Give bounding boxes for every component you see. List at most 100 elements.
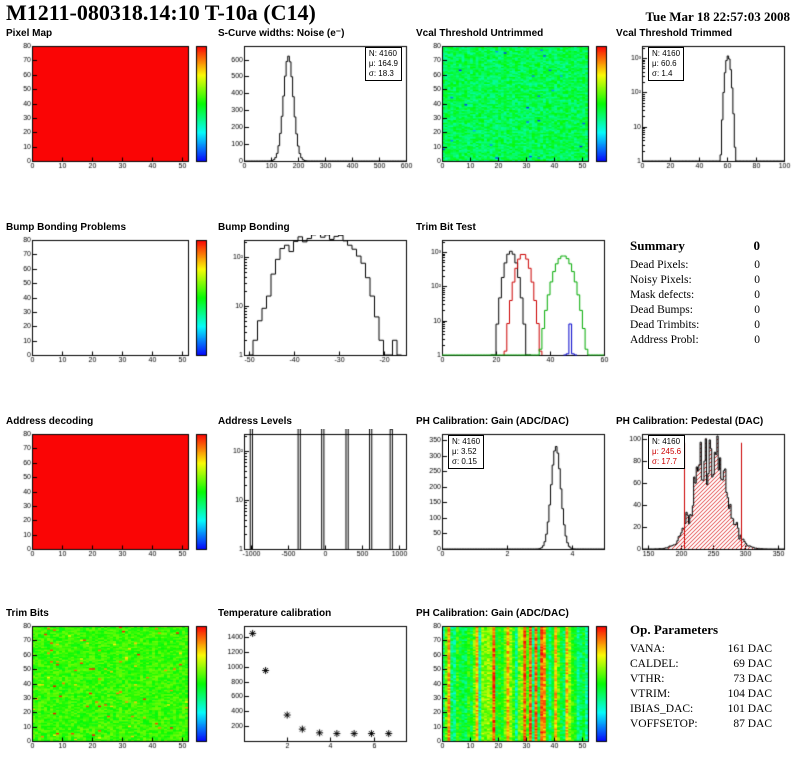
op-parameter-value: 69 DAC — [733, 658, 772, 670]
chart-title: Address Levels — [218, 416, 292, 427]
op-parameter-item: VTRIM: 104 DAC — [630, 687, 772, 702]
stat-line: σ: 18.3 — [368, 69, 394, 78]
summary-item-value: 0 — [754, 274, 760, 286]
summary-header: Summary 0 — [630, 238, 760, 254]
trim-bit-test-panel: Trim Bit Test — [416, 222, 612, 369]
op-parameter-item: CALDEL: 69 DAC — [630, 657, 772, 672]
trim-bits-canvas — [6, 621, 212, 755]
stat-line: N: 4160 — [368, 49, 397, 58]
summary-item: Dead Trimbits: 0 — [630, 318, 760, 333]
summary-item-value: 0 — [754, 304, 760, 316]
stat-line: σ: 1.4 — [652, 69, 673, 78]
chart-title: Trim Bits — [6, 608, 49, 619]
chart-title: Pixel Map — [6, 28, 53, 39]
vcal-untrimmed-canvas — [416, 41, 612, 175]
trim-bit-test-canvas — [416, 235, 612, 369]
summary-item: Noisy Pixels: 0 — [630, 273, 760, 288]
bump-bonding-canvas — [218, 235, 414, 369]
op-parameter-label: VTRIM: — [630, 688, 671, 700]
chart-title: Address decoding — [6, 416, 94, 427]
temperature-calibration-panel: Temperature calibration — [218, 608, 414, 755]
stat-line: N: 4160 — [452, 437, 481, 446]
chart-title: S-Curve widths: Noise (e⁻) — [218, 28, 345, 39]
stat-line: μ: 164.9 — [368, 59, 398, 68]
summary-item: Dead Bumps: 0 — [630, 303, 760, 318]
timestamp: Tue Mar 18 22:57:03 2008 — [645, 9, 790, 24]
chart-title: PH Calibration: Gain (ADC/DAC) — [416, 608, 569, 619]
ph-pedestal-canvas — [616, 429, 792, 563]
op-parameter-value: 101 DAC — [727, 703, 772, 715]
address-decoding-canvas — [6, 429, 212, 563]
summary-item-value: 0 — [754, 289, 760, 301]
stats-box: N: 4160 μ: 245.6 σ: 17.7 — [648, 435, 686, 469]
ph-gain-hist-canvas — [416, 429, 612, 563]
chart-title: PH Calibration: Pedestal (DAC) — [616, 416, 764, 427]
chart-title: Bump Bonding — [218, 222, 290, 233]
ph-gain-hist-panel: PH Calibration: Gain (ADC/DAC) N: 4160 μ… — [416, 416, 612, 563]
address-decoding-panel: Address decoding — [6, 416, 212, 563]
bump-bonding-panel: Bump Bonding — [218, 222, 414, 369]
stat-line: μ: 3.52 — [452, 447, 477, 456]
summary-item-label: Dead Pixels: — [630, 259, 689, 271]
pixel-map-canvas — [6, 41, 212, 175]
op-parameter-label: IBIAS_DAC: — [630, 703, 694, 715]
op-parameter-label: VOFFSETOP: — [630, 718, 698, 730]
summary-item-label: Noisy Pixels: — [630, 274, 692, 286]
summary-item-value: 0 — [754, 259, 760, 271]
summary-item: Dead Pixels: 0 — [630, 258, 760, 273]
chart-title: Trim Bit Test — [416, 222, 476, 233]
summary-title: Summary — [630, 238, 685, 253]
summary-item-value: 0 — [754, 319, 760, 331]
trim-bits-panel: Trim Bits — [6, 608, 212, 755]
ph-gain-map-panel: PH Calibration: Gain (ADC/DAC) — [416, 608, 612, 755]
op-parameter-item: IBIAS_DAC: 101 DAC — [630, 702, 772, 717]
scurve-noise-panel: S-Curve widths: Noise (e⁻) N: 4160 μ: 16… — [218, 28, 414, 175]
summary-panel: Summary 0 Dead Pixels: 0 Noisy Pixels: 0 M… — [630, 238, 760, 348]
summary-item-label: Mask defects: — [630, 289, 695, 301]
summary-item: Mask defects: 0 — [630, 288, 760, 303]
op-parameter-item: VANA: 161 DAC — [630, 642, 772, 657]
ph-gain-map-canvas — [416, 621, 612, 755]
op-parameter-value: 104 DAC — [727, 688, 772, 700]
stat-line: N: 4160 — [652, 49, 681, 58]
op-parameter-item: VOFFSETOP: 87 DAC — [630, 717, 772, 732]
summary-item-label: Dead Bumps: — [630, 304, 693, 316]
summary-item-value: 0 — [754, 334, 760, 346]
op-parameter-label: CALDEL: — [630, 658, 679, 670]
address-levels-canvas — [218, 429, 414, 563]
op-parameter-value: 73 DAC — [733, 673, 772, 685]
summary-item-label: Dead Trimbits: — [630, 319, 700, 331]
summary-total: 0 — [753, 238, 761, 253]
ph-pedestal-panel: PH Calibration: Pedestal (DAC) N: 4160 μ… — [616, 416, 792, 563]
chart-title: PH Calibration: Gain (ADC/DAC) — [416, 416, 569, 427]
vcal-trimmed-canvas — [616, 41, 792, 175]
chart-title: Temperature calibration — [218, 608, 332, 619]
summary-item: Address Probl: 0 — [630, 333, 760, 348]
vcal-untrimmed-panel: Vcal Threshold Untrimmed — [416, 28, 612, 175]
op-parameter-value: 87 DAC — [733, 718, 772, 730]
bump-problems-canvas — [6, 235, 212, 369]
summary-item-label: Address Probl: — [630, 334, 699, 346]
pixel-map-panel: Pixel Map — [6, 28, 212, 175]
page-title: M1211-080318.14:10 T-10a (C14) — [6, 0, 316, 25]
stat-line: μ: 60.6 — [652, 59, 677, 68]
op-parameters-title: Op. Parameters — [630, 622, 719, 637]
vcal-trimmed-panel: Vcal Threshold Trimmed N: 4160 μ: 60.6 σ… — [616, 28, 792, 175]
op-parameter-label: VTHR: — [630, 673, 665, 685]
chart-title: Bump Bonding Problems — [6, 222, 126, 233]
op-parameters-panel: Op. Parameters VANA: 161 DAC CALDEL: 69 DA… — [630, 622, 772, 732]
op-parameter-item: VTHR: 73 DAC — [630, 672, 772, 687]
op-parameter-label: VANA: — [630, 643, 665, 655]
chart-title: Vcal Threshold Trimmed — [616, 28, 733, 39]
stats-box: N: 4160 μ: 60.6 σ: 1.4 — [648, 47, 685, 81]
address-levels-panel: Address Levels — [218, 416, 414, 563]
chart-title: Vcal Threshold Untrimmed — [416, 28, 544, 39]
bump-problems-panel: Bump Bonding Problems — [6, 222, 212, 369]
temperature-calibration-canvas — [218, 621, 414, 755]
stat-line: μ: 245.6 — [652, 447, 682, 456]
stat-line: σ: 17.7 — [652, 457, 677, 466]
stats-box: N: 4160 μ: 3.52 σ: 0.15 — [448, 435, 485, 469]
stat-line: N: 4160 — [652, 437, 681, 446]
stats-box: N: 4160 μ: 164.9 σ: 18.3 — [364, 47, 402, 81]
